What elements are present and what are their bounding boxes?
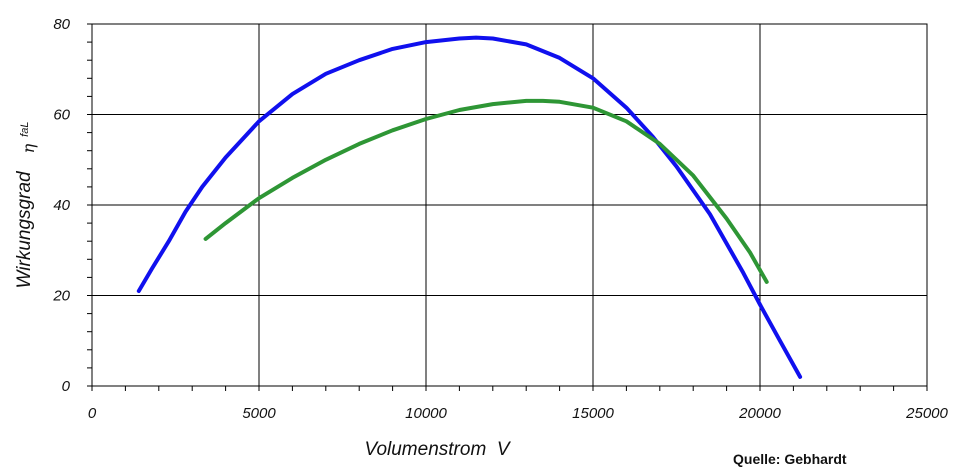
series-line-2 <box>203 98 769 284</box>
x-axis-title: Volumenstrom V <box>364 439 511 460</box>
svg-text:Wirkungsgrad η faL: Wirkungsgrad η faL <box>14 122 38 289</box>
minor-ticks <box>87 23 928 391</box>
y-axis-title: Wirkungsgrad <box>14 170 35 288</box>
series-layer <box>136 35 803 379</box>
y-tick-labels: 0 20 40 60 80 <box>52 16 70 395</box>
x-tick-label: 25000 <box>905 405 948 422</box>
series-line-1 <box>136 35 803 379</box>
x-tick-label: 15000 <box>572 405 614 422</box>
y-axis-title-group: Wirkungsgrad η faL <box>14 122 38 289</box>
x-tick-label: 5000 <box>242 405 276 422</box>
y-tick-label: 0 <box>62 378 71 395</box>
y-tick-label: 40 <box>53 197 70 214</box>
y-axis-subscript: faL <box>19 122 31 137</box>
y-axis-symbol: η <box>19 143 38 153</box>
x-tick-label: 10000 <box>405 405 447 422</box>
x-tick-label: 20000 <box>738 405 781 422</box>
x-tick-label: 0 <box>88 405 97 422</box>
y-tick-label: 80 <box>53 16 70 33</box>
grid-lines <box>92 24 927 386</box>
y-tick-label: 60 <box>53 107 70 124</box>
source-note: Quelle: Gebhardt <box>733 451 847 467</box>
y-tick-label: 20 <box>52 288 70 305</box>
x-tick-labels: 0 5000 10000 15000 20000 25000 <box>88 405 949 422</box>
